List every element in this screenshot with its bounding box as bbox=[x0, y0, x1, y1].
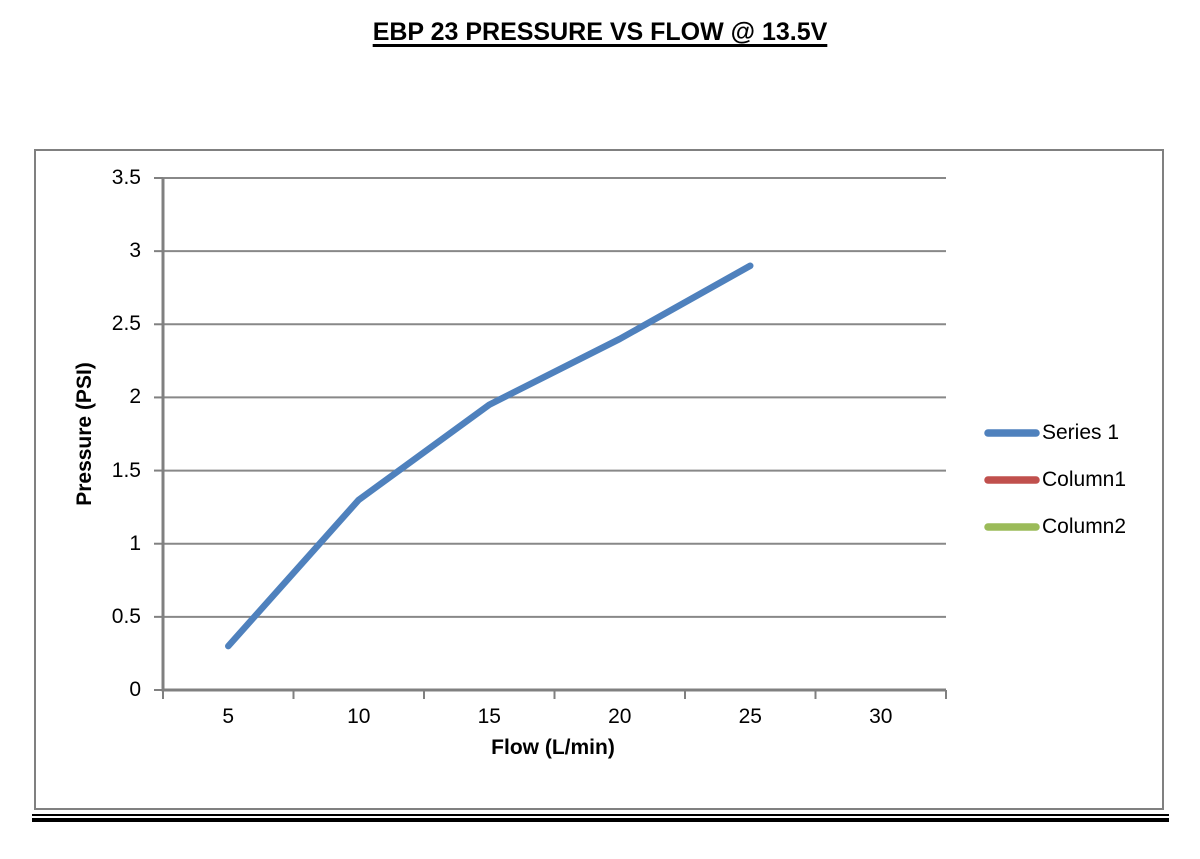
legend-item-0: Series 1 bbox=[983, 419, 1126, 447]
chart-title: EBP 23 PRESSURE VS FLOW @ 13.5V bbox=[372, 18, 828, 46]
legend-line-swatch-icon bbox=[984, 476, 1040, 484]
y-tick-label-3.5: 3.5 bbox=[111, 166, 141, 189]
y-tick-label-1: 1 bbox=[129, 531, 141, 555]
y-tick-label-2: 2 bbox=[129, 385, 141, 409]
y-tick-label-0: 0 bbox=[129, 678, 141, 701]
legend-label: Series 1 bbox=[1042, 421, 1120, 444]
x-tick-label-25: 25 bbox=[738, 705, 762, 728]
chart-frame bbox=[34, 149, 1164, 810]
legend-label: Column2 bbox=[1042, 515, 1127, 538]
x-tick-label-5: 5 bbox=[222, 705, 235, 728]
legend-item-2: Column2 bbox=[983, 513, 1126, 541]
x-tick-label-30: 30 bbox=[869, 705, 893, 728]
bottom-border-rule bbox=[32, 814, 1169, 822]
legend-line-swatch-icon bbox=[984, 523, 1040, 531]
y-tick-label-1.5: 1.5 bbox=[111, 458, 141, 482]
legend-item-1: Column1 bbox=[983, 466, 1126, 494]
y-axis-title: Pressure (PSI) bbox=[73, 362, 96, 506]
x-tick-label-15: 15 bbox=[477, 705, 501, 728]
y-tick-label-2.5: 2.5 bbox=[111, 312, 141, 336]
legend-line-swatch-icon bbox=[984, 429, 1040, 437]
series-line-0 bbox=[225, 262, 754, 650]
x-axis-title: Flow (L/min) bbox=[491, 736, 615, 759]
x-tick-label-10: 10 bbox=[347, 705, 371, 728]
y-tick-label-0.5: 0.5 bbox=[111, 604, 141, 628]
legend: Series 1 Column1 Column2 bbox=[983, 419, 1126, 560]
x-tick-label-20: 20 bbox=[608, 705, 632, 728]
legend-label: Column1 bbox=[1042, 468, 1127, 491]
y-tick-label-3: 3 bbox=[129, 239, 141, 263]
